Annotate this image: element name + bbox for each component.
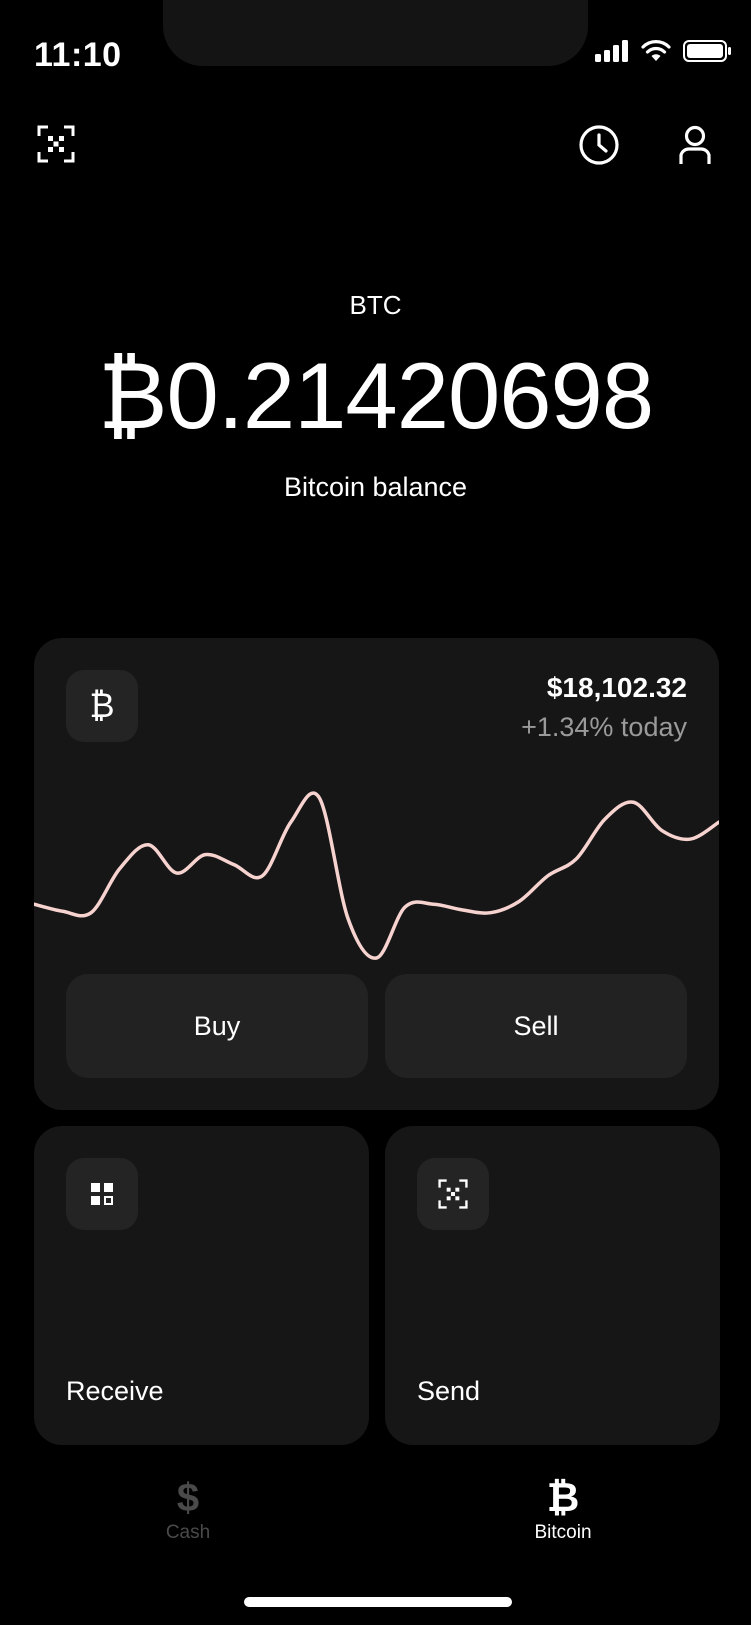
device-notch [163,0,588,66]
scan-icon [438,1179,468,1209]
chart-series-line [34,791,719,960]
price-chart [34,791,719,960]
send-icon-badge [417,1158,489,1230]
scan-button[interactable] [36,124,76,164]
tab-cash-label: Cash [165,1522,211,1543]
price-change: +1.34% today [521,712,687,742]
bitcoin-tab-icon: ₿ [546,1476,580,1520]
qr-code-icon [91,1183,113,1205]
scan-qr-icon [37,125,75,163]
price-card[interactable]: ₿ $18,102.32 +1.34% today Buy Sell [34,638,719,1110]
status-time: 11:10 [34,36,122,74]
person-icon [679,125,711,164]
bitcoin-balance-amount: ₿0.21420698 [97,343,654,448]
bitcoin-icon: ₿ [66,670,138,742]
buy-button[interactable]: Buy [66,974,368,1078]
dollar-icon: $ [176,1476,200,1520]
tab-bitcoin[interactable]: ₿ Bitcoin [503,1478,623,1544]
wifi-icon [641,40,671,61]
balance-label: Bitcoin balance [283,472,468,502]
profile-button[interactable] [676,124,714,166]
status-icons [595,40,731,62]
receive-icon-badge [66,1158,138,1230]
activity-button[interactable] [578,124,620,166]
receive-label: Receive [66,1376,164,1406]
sell-button[interactable]: Sell [385,974,687,1078]
receive-tile[interactable]: Receive [34,1126,369,1445]
tab-bitcoin-label: Bitcoin [534,1522,592,1543]
cellular-signal-icon [595,40,628,62]
bitcoin-price: $18,102.32 [546,672,687,703]
send-tile[interactable]: Send [385,1126,720,1445]
send-label: Send [417,1376,481,1406]
clock-icon [579,125,619,165]
balance-ticker: BTC [349,290,402,320]
tab-cash[interactable]: $ Cash [128,1478,248,1544]
battery-icon [683,40,731,62]
home-indicator [244,1597,512,1607]
